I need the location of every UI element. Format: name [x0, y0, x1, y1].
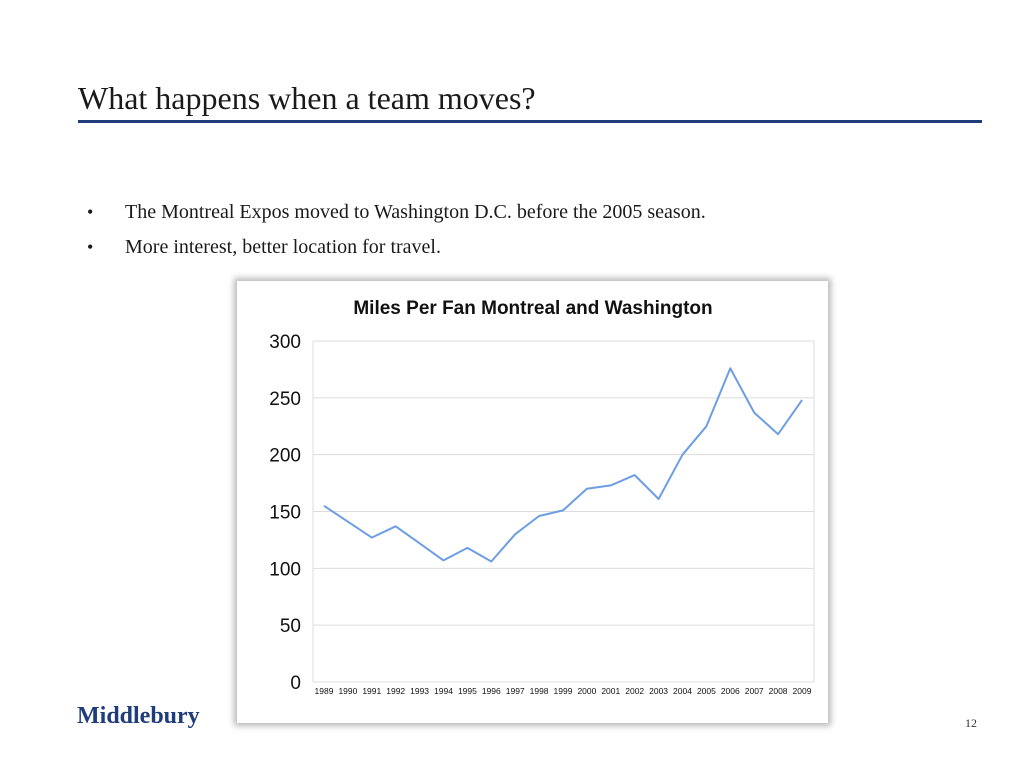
x-tick-label: 2008: [769, 686, 788, 696]
y-tick-label: 150: [269, 503, 301, 524]
x-tick-label: 1991: [362, 686, 381, 696]
x-tick-label: 1990: [338, 686, 357, 696]
bullet-text: More interest, better location for trave…: [125, 236, 441, 258]
bullet-marker: •: [87, 202, 94, 222]
y-tick-label: 300: [269, 332, 301, 353]
series-line: [323, 367, 803, 563]
line-chart: Miles Per Fan Montreal and Washington 0 5…: [269, 298, 815, 696]
x-tick-label: 1998: [530, 686, 549, 696]
x-tick-label: 2001: [601, 686, 620, 696]
bullet-marker: •: [87, 237, 94, 257]
title-divider: [78, 120, 982, 123]
y-tick-label: 200: [269, 446, 301, 467]
x-tick-label: 2004: [673, 686, 692, 696]
chart-frame: Miles Per Fan Montreal and Washington 0 5…: [237, 281, 828, 723]
x-tick-label: 2006: [721, 686, 740, 696]
x-tick-label: 1993: [410, 686, 429, 696]
x-tick-label: 2002: [625, 686, 644, 696]
x-tick-label: 1989: [315, 686, 334, 696]
bullet-item: • More interest, better location for tra…: [85, 230, 706, 265]
y-tick-label: 100: [269, 559, 301, 580]
x-tick-label: 1995: [458, 686, 477, 696]
y-tick-label: 50: [280, 616, 301, 637]
x-tick-label: 2007: [745, 686, 764, 696]
bullet-item: • The Montreal Expos moved to Washington…: [85, 195, 706, 230]
x-tick-label: 1994: [434, 686, 453, 696]
x-tick-label: 2003: [649, 686, 668, 696]
x-tick-label: 2005: [697, 686, 716, 696]
middlebury-logo: Middlebury: [77, 703, 200, 729]
bullet-text: The Montreal Expos moved to Washington D…: [125, 201, 706, 223]
x-tick-label: 1997: [506, 686, 525, 696]
page-number: 12: [965, 716, 977, 730]
chart-title: Miles Per Fan Montreal and Washington: [353, 298, 712, 319]
x-tick-label: 2000: [577, 686, 596, 696]
x-tick-label: 1996: [482, 686, 501, 696]
y-tick-label: 250: [269, 389, 301, 410]
y-tick-label: 0: [290, 673, 301, 694]
x-tick-label: 1992: [386, 686, 405, 696]
x-tick-label: 1999: [554, 686, 573, 696]
x-tick-label: 2009: [793, 686, 812, 696]
bullet-list: • The Montreal Expos moved to Washington…: [85, 195, 706, 265]
slide-title: What happens when a team moves?: [78, 80, 536, 116]
